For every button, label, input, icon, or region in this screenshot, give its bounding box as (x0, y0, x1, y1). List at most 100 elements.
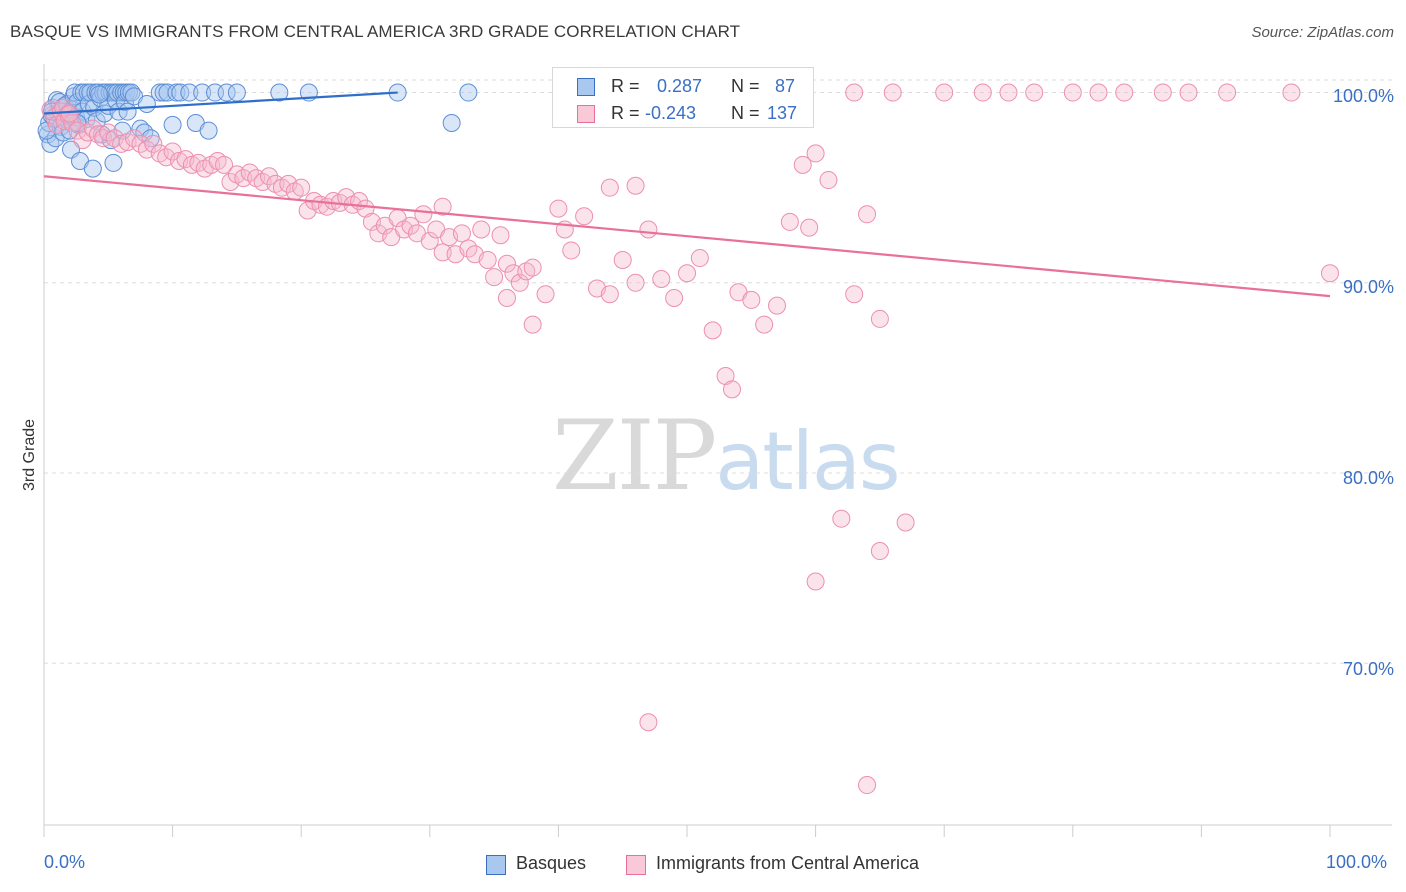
immigrants-point (1282, 83, 1301, 102)
immigrants-point (401, 216, 420, 235)
immigrants-point (703, 321, 722, 340)
immigrants-point (575, 207, 594, 226)
stats-n-value: 137 (767, 103, 798, 123)
immigrants-point (832, 509, 851, 528)
immigrants-point (420, 231, 439, 250)
immigrants-point (292, 178, 311, 197)
basques-point (81, 83, 100, 102)
immigrants-point (144, 134, 163, 153)
immigrants-point (639, 713, 658, 732)
immigrants-point (819, 171, 838, 190)
chart-title: BASQUE VS IMMIGRANTS FROM CENTRAL AMERIC… (10, 22, 741, 41)
immigrants-point (626, 176, 645, 195)
immigrants-point (549, 199, 568, 218)
immigrants-point (883, 83, 902, 102)
immigrants-point (639, 220, 658, 239)
basques-point (104, 153, 123, 172)
immigrants-point (485, 268, 504, 287)
basques-point (180, 83, 199, 102)
immigrants-point (613, 250, 632, 269)
stats-row-immigrants: R = -0.243 N = 137 (553, 101, 813, 127)
immigrants-point (1153, 83, 1172, 102)
stats-row-basques: R = 0.287 N = 87 (553, 74, 813, 100)
legend: Basques Immigrants from Central America (0, 852, 1406, 876)
immigrants-point (858, 776, 877, 795)
immigrants-point (973, 83, 992, 102)
stats-box: R = 0.287 N = 87 R = -0.243 N = 137 (552, 67, 814, 128)
basques-point (167, 83, 186, 102)
basques-point (118, 102, 137, 121)
immigrants-point (1115, 83, 1134, 102)
legend-label-basques: Basques (516, 853, 587, 873)
stats-n-label: N = (731, 76, 760, 96)
x-tick-label: 100.0% (1326, 852, 1388, 872)
immigrants-point (806, 572, 825, 591)
immigrants-point (600, 178, 619, 197)
immigrants-point (472, 220, 491, 239)
immigrants-point (742, 290, 761, 309)
immigrants-point (497, 254, 516, 273)
basques-point (85, 98, 104, 117)
basques-point (459, 83, 478, 102)
immigrants-point (600, 285, 619, 304)
immigrants-point (478, 250, 497, 269)
immigrants-point (690, 249, 709, 268)
immigrants-point (562, 241, 581, 260)
y-tick-label: 80.0% (1342, 468, 1394, 488)
stats-n-value: 87 (775, 76, 796, 96)
immigrants-point (678, 264, 696, 283)
immigrants-point (768, 296, 787, 315)
stats-n-label: N = (731, 103, 760, 123)
stats-r-value: 0.287 (657, 76, 703, 96)
basques-trend-line (43, 91, 398, 115)
basques-point (270, 83, 289, 102)
immigrants-point (60, 104, 79, 123)
immigrants-point (433, 197, 452, 216)
y-tick-label: 70.0% (1342, 659, 1394, 679)
immigrants-point (215, 155, 234, 174)
basques-point (193, 83, 212, 102)
basques-point (90, 85, 109, 104)
x-tick-label: 0.0% (44, 852, 86, 872)
basques-point (109, 102, 128, 121)
immigrants-point (1025, 83, 1044, 102)
stats-r-value: -0.243 (645, 103, 697, 123)
immigrants-point (626, 273, 645, 292)
immigrants-point (755, 315, 774, 334)
immigrants-point (652, 269, 671, 288)
basques-point (199, 121, 218, 140)
immigrants-point (452, 224, 471, 243)
source-label: Source: ZipAtlas.com (1251, 24, 1394, 41)
immigrants-point (896, 513, 915, 532)
immigrants-point (870, 309, 889, 328)
basques-point (41, 134, 60, 153)
legend-label-immigrants: Immigrants from Central America (656, 853, 920, 873)
immigrants-point (935, 83, 954, 102)
legend-swatch-immigrants (626, 855, 646, 875)
y-tick-label: 90.0% (1342, 277, 1394, 297)
immigrants-point (536, 285, 555, 304)
immigrants-point (793, 155, 812, 174)
immigrants-point (845, 285, 864, 304)
watermark-atlas: atlas (715, 415, 900, 508)
basques-point (83, 159, 102, 178)
immigrants-point (780, 212, 799, 231)
immigrants-point (858, 205, 877, 224)
immigrants-point (806, 144, 825, 163)
immigrants-point (870, 542, 889, 561)
immigrants-point (414, 205, 433, 224)
immigrants-point (1321, 264, 1339, 283)
stats-swatch-basques (577, 78, 595, 96)
basques-point (217, 83, 236, 102)
basques-point (37, 121, 56, 140)
immigrants-point (665, 289, 684, 308)
stats-swatch-immigrants (577, 105, 595, 123)
immigrants-point (845, 83, 864, 102)
y-tick-label: 100.0% (1332, 86, 1394, 106)
basques-point (227, 83, 246, 102)
stats-r-label: R = (611, 76, 640, 96)
immigrants-point (1089, 83, 1108, 102)
basques-point (442, 113, 461, 132)
basques-point (158, 83, 177, 102)
